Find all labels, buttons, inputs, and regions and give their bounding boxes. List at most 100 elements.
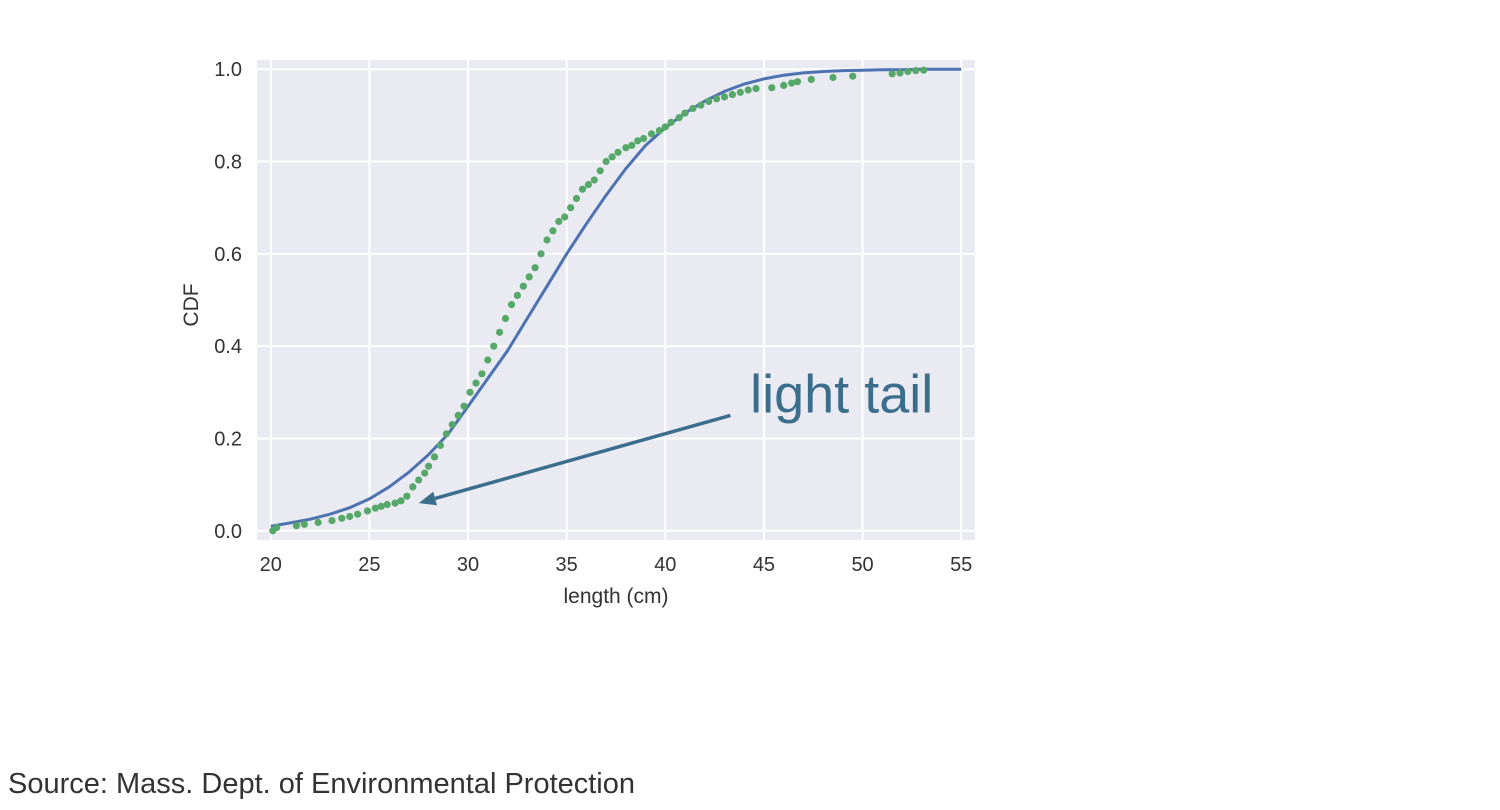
data-point [454, 411, 462, 419]
data-point [409, 483, 417, 491]
data-point [584, 181, 593, 189]
plot-area [257, 60, 975, 540]
data-point [496, 328, 504, 336]
data-point [596, 167, 604, 175]
data-point [608, 153, 616, 161]
data-point [561, 213, 569, 221]
x-tick-label: 30 [457, 554, 479, 576]
data-point [346, 512, 354, 521]
data-point [728, 91, 737, 99]
data-point [391, 499, 399, 507]
data-point [681, 109, 689, 117]
data-point [675, 114, 683, 122]
data-points [269, 66, 928, 535]
data-point [460, 402, 468, 410]
data-point [525, 273, 533, 281]
data-point [807, 75, 815, 83]
data-point [415, 476, 423, 484]
data-point [829, 73, 837, 82]
data-point [371, 504, 379, 512]
annotation-text: light tail [750, 364, 933, 424]
data-point [513, 291, 522, 299]
x-tick-label: 40 [654, 554, 676, 576]
data-point [314, 518, 322, 527]
data-point [793, 78, 802, 86]
x-tick-labels: 20 25 30 35 40 45 50 55 [260, 554, 973, 576]
data-point [752, 85, 760, 93]
data-point [519, 282, 527, 290]
data-point [448, 421, 456, 429]
data-point [430, 453, 439, 461]
data-point [578, 185, 587, 193]
data-point [490, 342, 498, 350]
data-point [720, 93, 729, 101]
y-axis-label: CDF [180, 283, 203, 326]
data-point [697, 101, 705, 109]
data-point [478, 370, 486, 378]
data-point [537, 250, 545, 258]
data-point [507, 301, 516, 309]
model-cdf-line [270, 67, 962, 528]
y-tick-label: 0.6 [214, 244, 242, 266]
y-tick-label: 0.4 [214, 336, 242, 358]
data-point [363, 507, 372, 515]
data-point [689, 104, 697, 113]
data-point [273, 523, 281, 532]
x-tick-label: 20 [260, 554, 282, 576]
data-point [567, 204, 575, 212]
data-point [622, 144, 630, 152]
data-point [442, 430, 450, 438]
data-point [354, 510, 362, 518]
data-point [501, 314, 510, 323]
data-point [640, 134, 648, 143]
data-point [904, 67, 912, 76]
y-tick-label: 0.0 [214, 521, 242, 543]
data-point [377, 502, 385, 510]
data-point [888, 70, 896, 78]
data-point [614, 148, 622, 156]
y-tick-label: 0.8 [214, 152, 242, 174]
data-point [531, 264, 539, 272]
source-caption: Source: Mass. Dept. of Environmental Pro… [8, 768, 636, 800]
x-tick-label: 25 [358, 554, 380, 576]
data-point [543, 236, 551, 244]
x-tick-label: 50 [851, 554, 873, 576]
data-point [661, 123, 669, 131]
data-point [912, 67, 920, 75]
data-point [628, 141, 636, 149]
data-point [436, 441, 444, 449]
data-point [403, 492, 411, 500]
x-tick-label: 35 [556, 554, 578, 576]
data-point [590, 176, 598, 184]
data-point [555, 217, 563, 226]
x-axis-label: length (cm) [563, 585, 668, 608]
data-point [713, 95, 721, 103]
data-point [602, 157, 610, 166]
annotation-arrow-head [418, 491, 438, 506]
annotation: light tail [418, 364, 933, 506]
data-point [744, 86, 752, 94]
data-point [705, 97, 713, 106]
data-point [292, 522, 301, 530]
data-point [736, 88, 744, 96]
data-point [788, 79, 796, 87]
x-tick-label: 45 [753, 554, 775, 576]
data-point [768, 84, 776, 92]
data-point [466, 388, 474, 396]
data-point [472, 379, 480, 387]
data-point [383, 500, 391, 509]
data-point [484, 356, 492, 364]
data-point [397, 497, 405, 505]
data-point [896, 69, 904, 77]
data-point [655, 127, 664, 135]
data-point [920, 66, 928, 74]
data-point [328, 517, 336, 525]
data-point [849, 72, 857, 80]
data-point [780, 81, 788, 89]
data-point [300, 520, 308, 528]
data-point [572, 194, 581, 203]
y-tick-labels: 0.0 0.2 0.4 0.6 0.8 1.0 [214, 59, 242, 543]
x-tick-label: 55 [950, 554, 972, 576]
data-point [667, 118, 675, 126]
